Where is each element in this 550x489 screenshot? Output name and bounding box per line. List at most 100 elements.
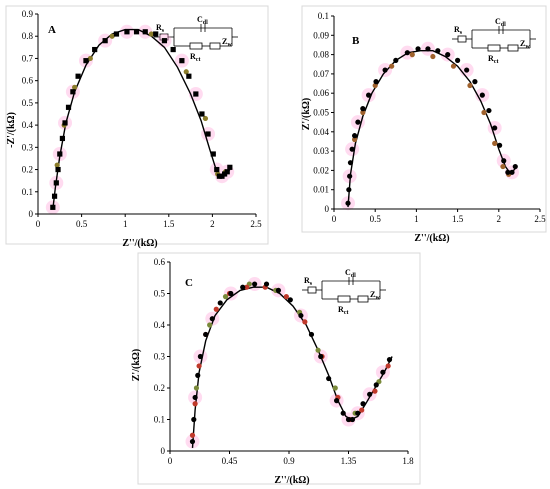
data-point (219, 173, 225, 179)
data-point (345, 416, 352, 423)
y-tick-label: 0.6 (154, 257, 166, 267)
fit-line (347, 50, 518, 208)
data-point (404, 50, 410, 56)
data-point (189, 432, 196, 438)
data-point (142, 29, 148, 35)
rct-label: Rct (488, 54, 498, 65)
fit-line (191, 286, 393, 448)
x-tick-label: 0.5 (370, 214, 382, 224)
data-point (366, 92, 372, 98)
y-tick-label: 0.03 (313, 146, 329, 156)
data-point (349, 146, 355, 152)
data-point (481, 109, 487, 116)
x-tick-label: 0.45 (222, 456, 238, 466)
data-point (207, 322, 213, 328)
data-point (161, 38, 168, 44)
data-point (263, 281, 270, 287)
panel-b: B Rs Cdl Zw Rct Z''/(kΩ) Z'/(kΩ) 0 0.5 1 1.5 2 2… (301, 5, 547, 244)
data-point (72, 84, 78, 90)
rct-label: Rct (338, 305, 348, 316)
data-point (425, 46, 431, 52)
data-point (54, 162, 60, 168)
data-point (50, 204, 56, 210)
panel-c-label: C (185, 277, 193, 289)
y-tick-label: 0.7 (22, 53, 34, 63)
zw-label: Zw (370, 290, 380, 301)
y-tick-label: 0 (29, 209, 34, 219)
data-point (193, 91, 199, 97)
data-point (332, 385, 338, 391)
panel-c-x-axis-title: Z''/(kΩ) (274, 475, 309, 486)
panel-b-circuit-diagram: Rs Cdl Zw Rct (452, 17, 536, 65)
y-tick-label: 0.08 (313, 50, 329, 60)
data-point (435, 48, 441, 54)
y-tick-label: 0.9 (22, 9, 34, 19)
zw-label: Zw (520, 39, 530, 50)
y-tick-label: 0.8 (22, 31, 34, 41)
data-point (360, 106, 366, 112)
data-point (189, 438, 196, 445)
data-point (360, 109, 366, 116)
y-tick-label: 0.1 (154, 415, 165, 425)
panel-a-circuit-diagram: Rs Cdl Zw Rct (154, 15, 238, 63)
data-point (315, 347, 321, 353)
data-point (102, 38, 108, 44)
y-tick-label: 0.3 (22, 142, 34, 152)
data-point (124, 29, 130, 35)
data-point (372, 82, 378, 89)
data-point (75, 73, 81, 79)
panel-a-label: A (48, 24, 56, 36)
data-point (385, 363, 391, 369)
data-point (326, 375, 332, 382)
data-point (53, 180, 59, 186)
data-point (467, 82, 473, 89)
data-point (113, 31, 120, 37)
data-point (203, 331, 209, 338)
panel-a-x-axis-title: Z''/(kΩ) (122, 238, 157, 249)
y-tick-label: 0.05 (313, 108, 329, 118)
data-point (65, 104, 72, 110)
data-point (455, 57, 461, 63)
data-point (492, 140, 498, 146)
data-point (70, 89, 76, 95)
x-tick-label: 0.5 (76, 219, 88, 229)
data-point (415, 46, 421, 52)
data-point (347, 160, 354, 166)
x-tick-label: 1.35 (341, 456, 357, 466)
panel-b-label: B (352, 35, 360, 47)
data-point (486, 107, 492, 114)
rs-resistor (457, 35, 467, 43)
data-point (334, 398, 340, 404)
data-point (450, 63, 457, 69)
y-tick-label: 0.4 (154, 320, 166, 330)
rs-label: Rs (304, 276, 313, 287)
zw-element (357, 295, 369, 303)
data-point (191, 416, 197, 423)
data-point (346, 187, 352, 193)
x-tick-label: 1.5 (452, 214, 464, 224)
y-tick-label: 0 (161, 446, 166, 456)
panel-a-frame (5, 5, 269, 245)
data-point (340, 410, 346, 416)
rs-resistor (307, 286, 317, 294)
data-point (509, 169, 515, 175)
data-point (216, 173, 222, 179)
data-point (57, 151, 63, 157)
data-point (359, 407, 365, 413)
x-tick-label: 2 (210, 219, 215, 229)
data-point (492, 125, 498, 131)
rs-label: Rs (454, 25, 463, 36)
data-point (355, 119, 361, 125)
data-point (349, 416, 356, 423)
x-tick-label: 1.8 (402, 456, 414, 466)
y-tick-label: 0.3 (154, 352, 166, 362)
data-point (153, 31, 159, 37)
data-point (83, 58, 89, 64)
rct-resistor (189, 42, 203, 50)
data-point (512, 163, 518, 170)
data-point (347, 173, 353, 179)
data-point (109, 33, 115, 39)
y-tick-label: 0.07 (313, 69, 329, 79)
data-point (352, 133, 358, 139)
rct-resistor (337, 295, 351, 303)
